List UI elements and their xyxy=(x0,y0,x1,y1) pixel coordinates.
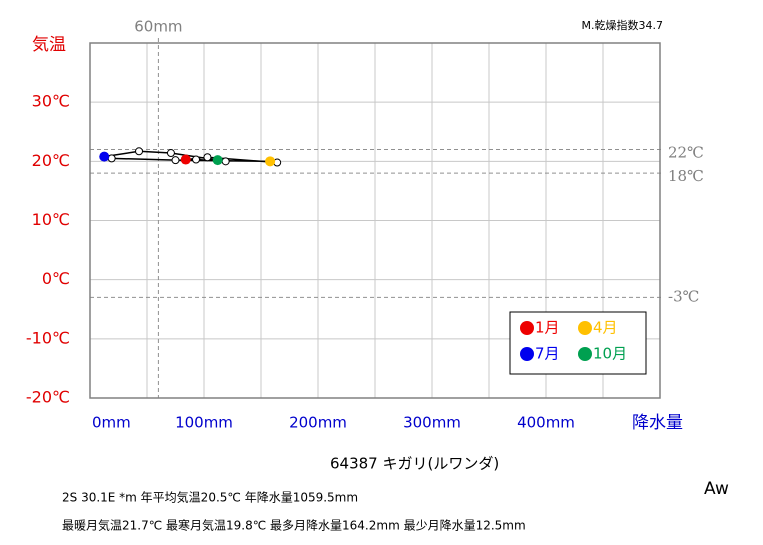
month-point xyxy=(99,151,110,162)
month-point xyxy=(166,149,175,158)
reference-label: 60mm xyxy=(134,18,182,36)
y-tick-label: 0℃ xyxy=(42,269,70,288)
x-tick-label: 0mm xyxy=(92,414,131,432)
x-tick-label: 200mm xyxy=(289,414,347,432)
legend-swatch xyxy=(520,321,534,335)
legend-swatch xyxy=(578,347,592,361)
legend-label: 10月 xyxy=(593,345,627,363)
x-axis-label: 降水量 xyxy=(632,413,683,433)
month-point xyxy=(192,155,201,164)
legend-swatch xyxy=(520,347,534,361)
station: 64387 キガリ(ルワンダ) xyxy=(330,455,499,473)
month-point xyxy=(265,156,276,167)
month-point xyxy=(203,153,212,162)
legend-label: 4月 xyxy=(593,319,618,337)
reference-label: 18℃ xyxy=(668,167,704,185)
climate-class: Aw xyxy=(704,479,729,499)
y-tick-label: -10℃ xyxy=(26,328,70,347)
y-axis-label: 気温 xyxy=(32,35,66,55)
legend-label: 7月 xyxy=(535,345,560,363)
legend-box xyxy=(509,311,647,375)
y-tick-label: 20℃ xyxy=(32,151,70,170)
month-point xyxy=(221,157,230,166)
x-tick-label: 100mm xyxy=(175,414,233,432)
info-line: 2S 30.1E *m 年平均気温20.5℃ 年降水量1059.5mm xyxy=(62,490,358,505)
reference-label: 22℃ xyxy=(668,144,704,162)
info-line: 最暖月気温21.7℃ 最寒月気温19.8℃ 最多月降水量164.2mm 最少月降… xyxy=(62,518,526,533)
month-point xyxy=(135,147,144,156)
legend-label: 1月 xyxy=(535,319,560,337)
legend-swatch xyxy=(578,321,592,335)
month-point xyxy=(171,156,180,165)
y-tick-label: 30℃ xyxy=(32,92,70,111)
month-point xyxy=(212,155,223,166)
reference-label: -3℃ xyxy=(668,287,699,305)
y-tick-label: 10℃ xyxy=(32,210,70,229)
dryness-index: M.乾燥指数34.7 xyxy=(582,18,663,32)
x-tick-label: 400mm xyxy=(517,414,575,432)
plot-frame xyxy=(89,42,661,399)
x-tick-label: 300mm xyxy=(403,414,461,432)
month-point xyxy=(180,154,191,165)
month-point xyxy=(107,154,116,163)
y-tick-label: -20℃ xyxy=(26,388,70,407)
